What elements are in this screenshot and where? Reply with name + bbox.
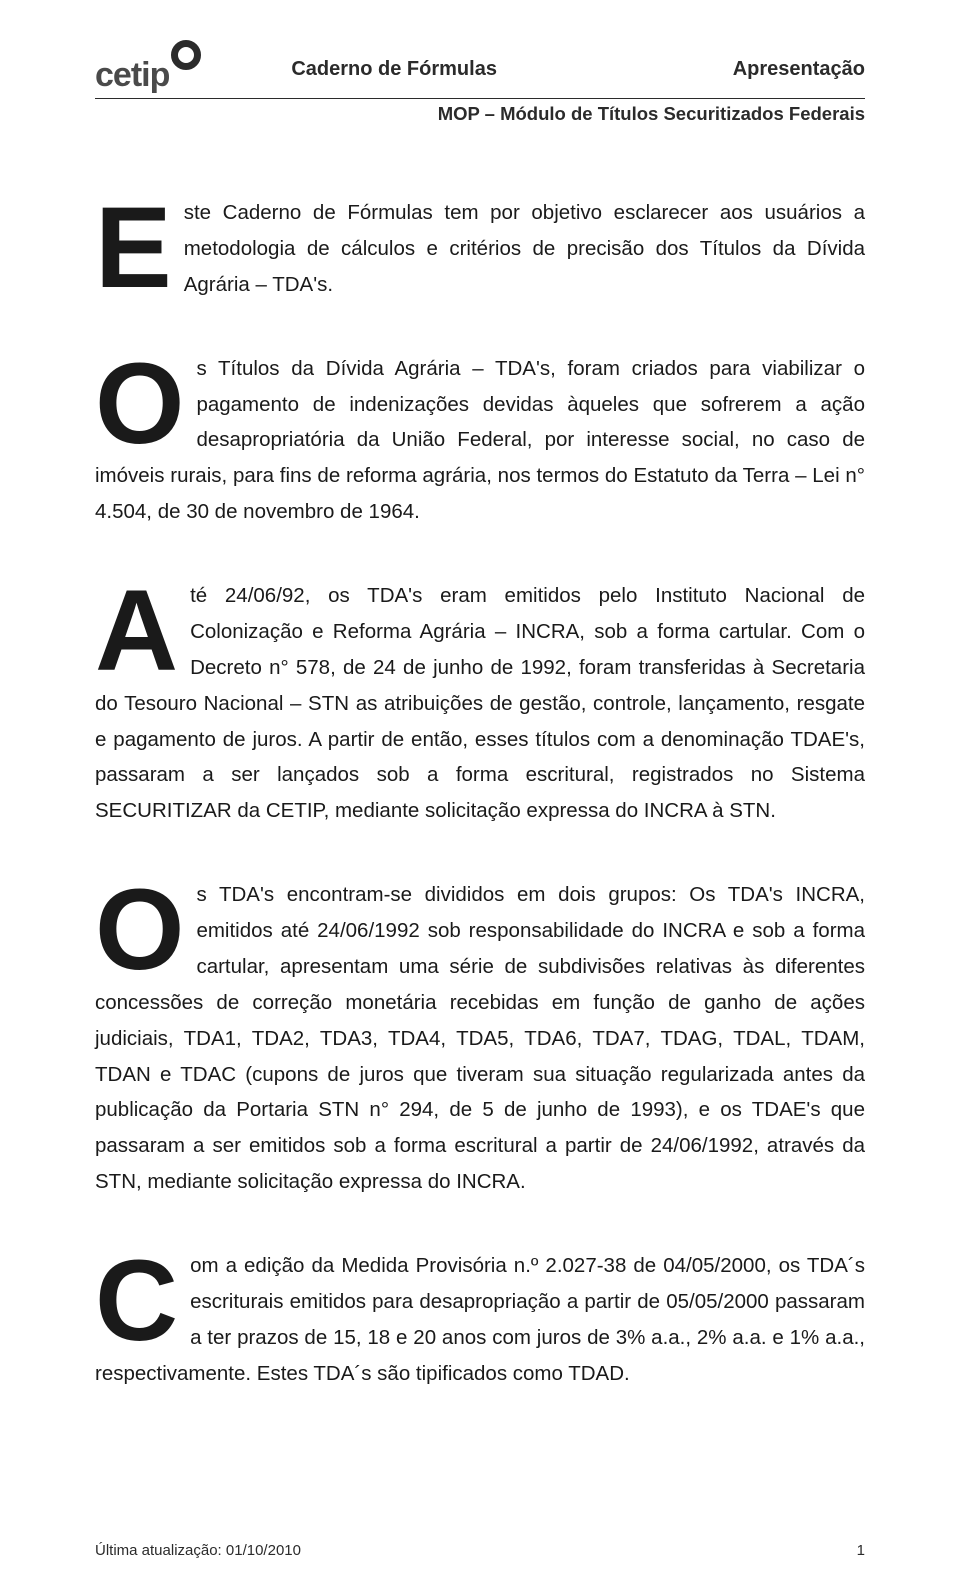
dropcap-2: O [95,351,196,451]
header-right-title: Apresentação [733,40,865,81]
paragraph-4-text: s TDA's encontram-se divididos em dois g… [95,883,865,1193]
paragraph-1: E ste Caderno de Fórmulas tem por objeti… [95,195,865,303]
paragraph-5-text: om a edição da Medida Provisória n.º 2.0… [95,1254,865,1385]
footer-left: Última atualização: 01/10/2010 [95,1542,301,1559]
logo-circle-icon [171,40,201,70]
header-rule [95,98,865,99]
paragraph-2: O s Títulos da Dívida Agrária – TDA's, f… [95,351,865,530]
paragraph-3-text: té 24/06/92, os TDA's eram emitidos pelo… [95,584,865,822]
footer: Última atualização: 01/10/2010 1 [95,1542,865,1559]
logo-text: cetip [95,40,169,92]
logo: cetip [95,40,201,92]
header-center-title: Caderno de Fórmulas [201,40,732,81]
header-subtitle: MOP – Módulo de Títulos Securitizados Fe… [95,103,865,125]
header-row: cetip Caderno de Fórmulas Apresentação [95,40,865,92]
dropcap-4: O [95,877,196,977]
paragraph-5: C om a edição da Medida Provisória n.º 2… [95,1248,865,1392]
dropcap-5: C [95,1248,190,1348]
dropcap-1: E [95,195,184,295]
paragraph-4: O s TDA's encontram-se divididos em dois… [95,877,865,1200]
paragraph-3: A té 24/06/92, os TDA's eram emitidos pe… [95,578,865,829]
footer-page-number: 1 [857,1542,865,1559]
paragraph-1-text: ste Caderno de Fórmulas tem por objetivo… [184,201,865,296]
paragraph-2-text: s Títulos da Dívida Agrária – TDA's, for… [95,357,865,524]
dropcap-3: A [95,578,190,678]
